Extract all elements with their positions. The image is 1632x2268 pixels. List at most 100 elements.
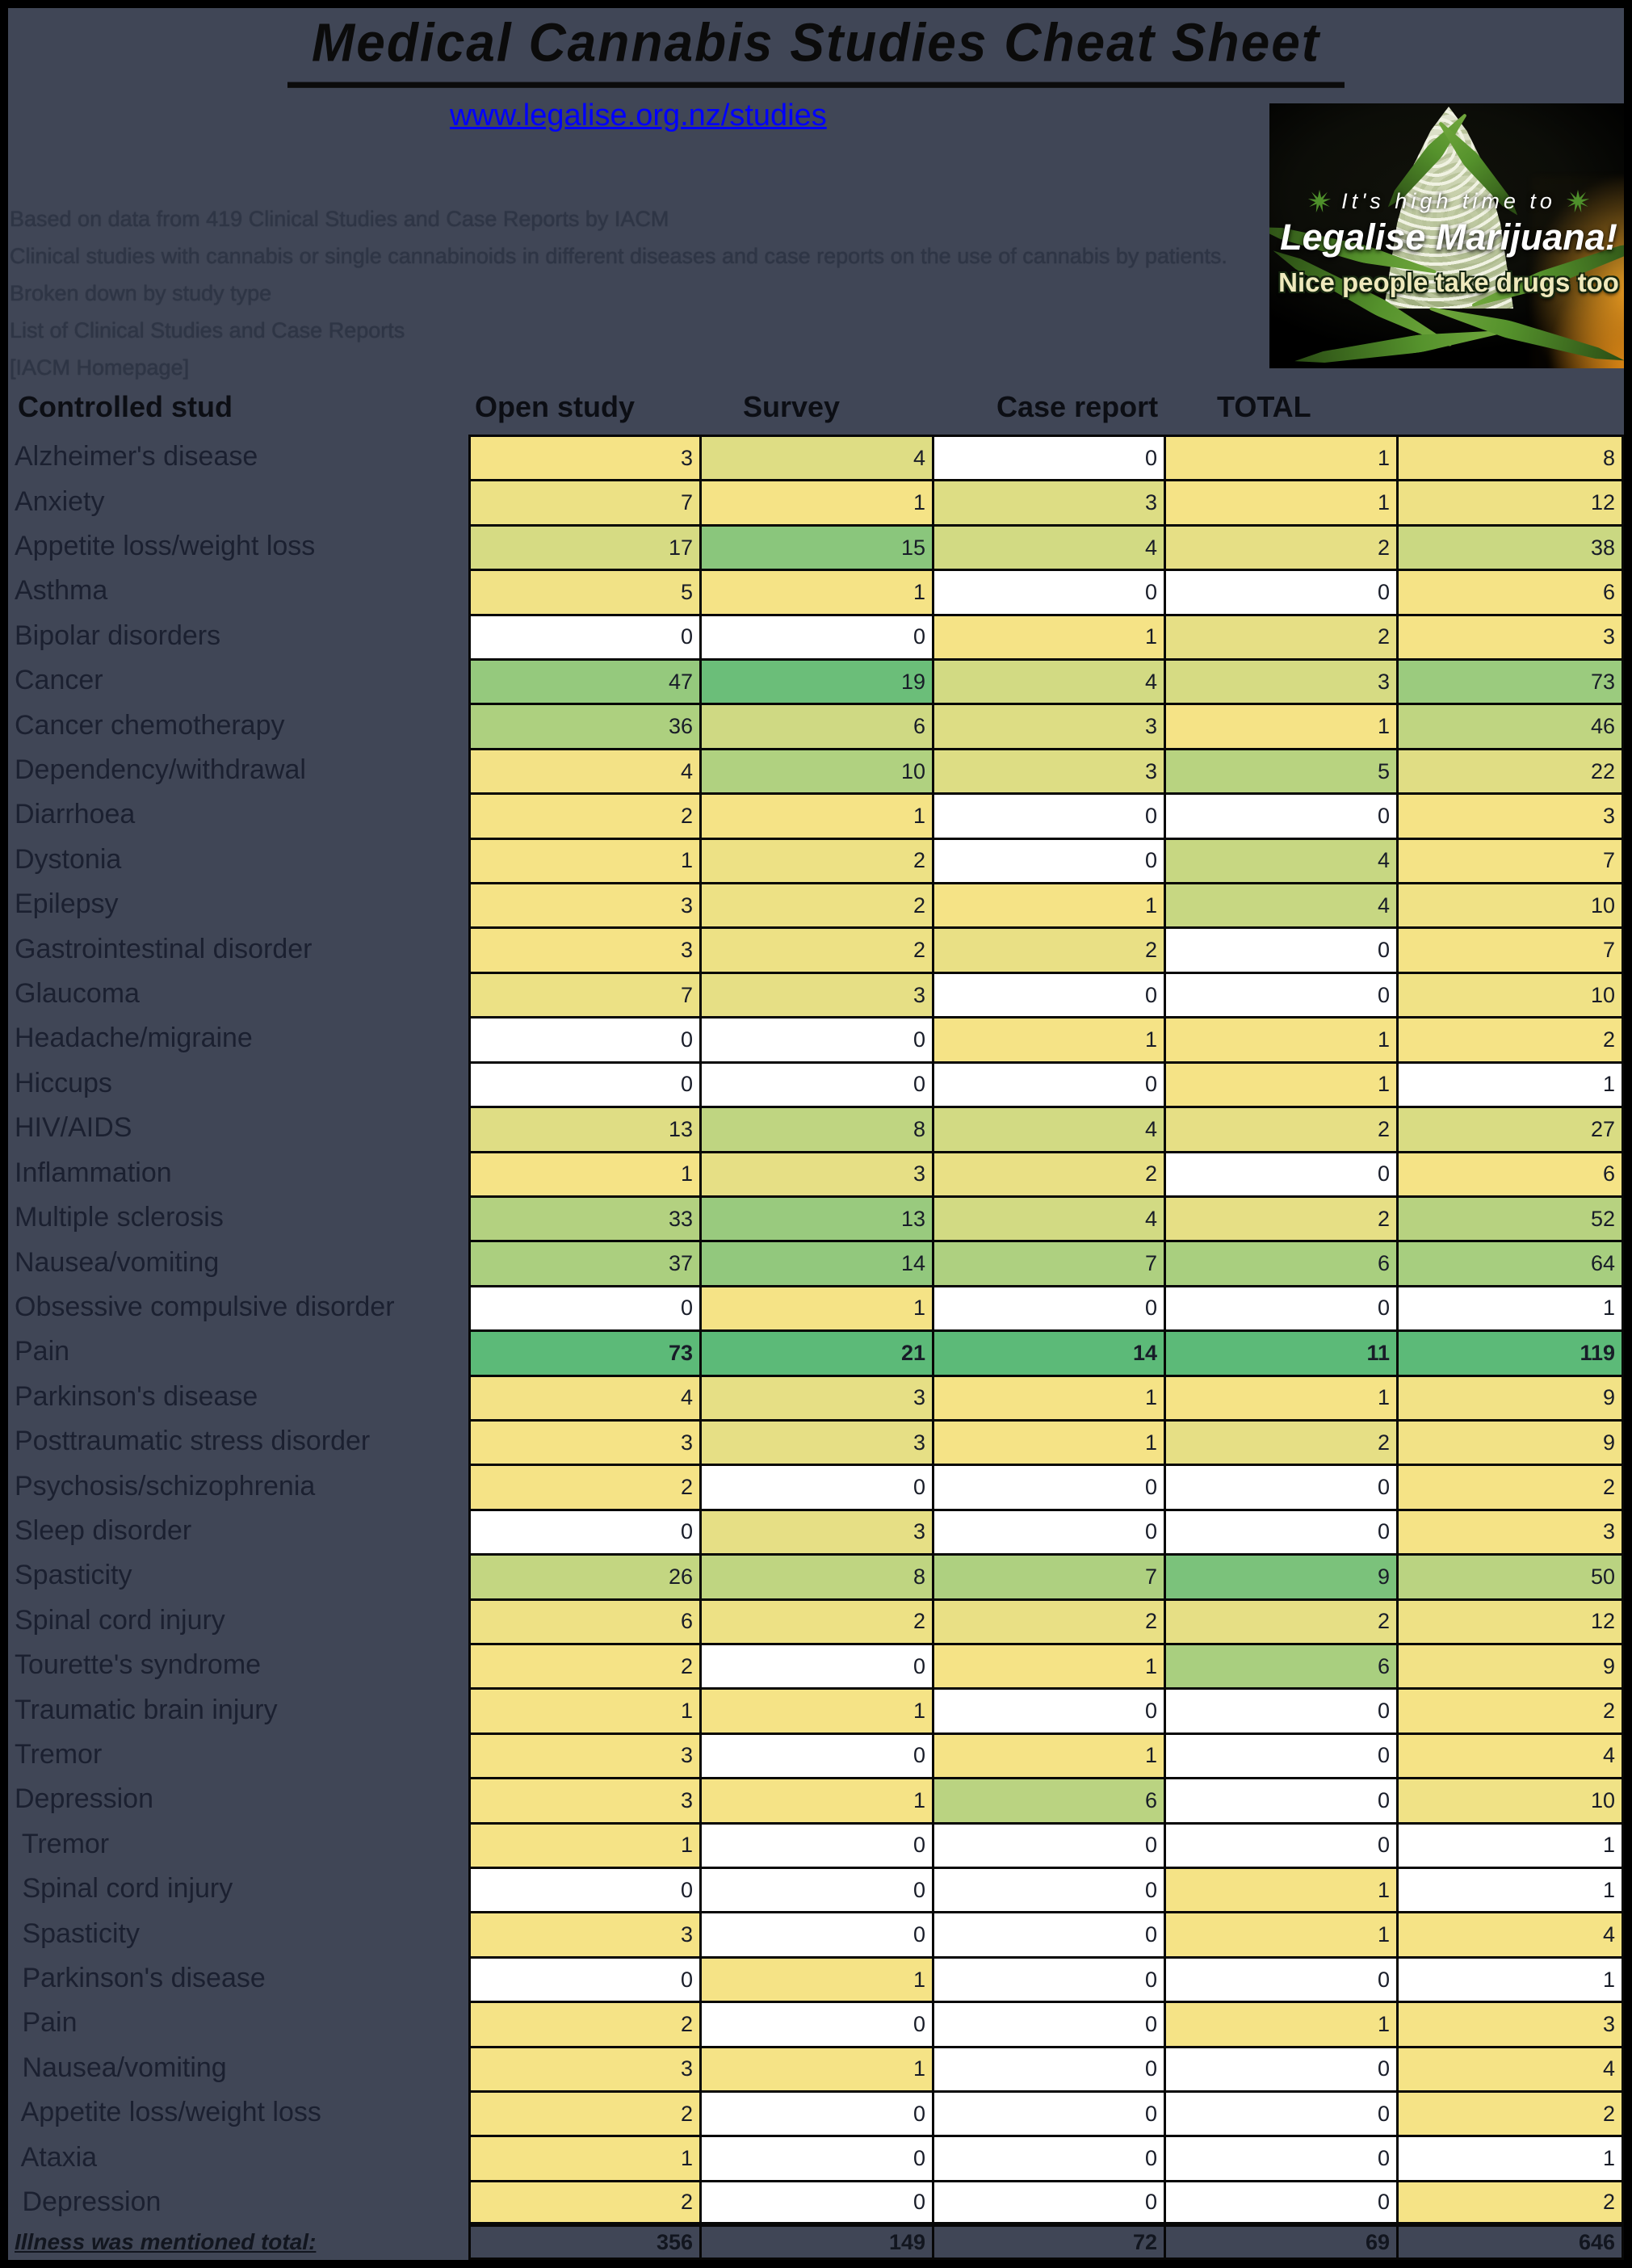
value-cell[interactable]: 3 <box>468 1732 699 1778</box>
value-cell[interactable]: 4 <box>1164 837 1396 883</box>
value-cell[interactable]: 9 <box>1164 1553 1396 1598</box>
value-cell[interactable]: 0 <box>468 1867 699 1912</box>
value-cell[interactable]: 13 <box>699 1195 932 1241</box>
studies-link[interactable]: www.legalise.org.nz/studies <box>449 99 827 132</box>
value-cell[interactable]: 9 <box>1396 1374 1624 1419</box>
value-cell[interactable]: 3 <box>468 1418 699 1464</box>
value-cell[interactable]: 3 <box>1396 1508 1624 1554</box>
value-cell[interactable]: 0 <box>932 1687 1164 1732</box>
value-cell[interactable]: 17 <box>468 523 699 569</box>
value-cell[interactable]: 0 <box>699 2179 932 2225</box>
value-cell[interactable]: 33 <box>468 1195 699 1241</box>
value-cell[interactable]: 0 <box>1164 2179 1396 2225</box>
value-cell[interactable]: 3 <box>468 2045 699 2091</box>
value-cell[interactable]: 6 <box>932 1777 1164 1822</box>
value-cell[interactable]: 2 <box>932 1598 1164 1643</box>
value-cell[interactable]: 12 <box>1396 1598 1624 1643</box>
value-cell[interactable]: 2 <box>1396 1464 1624 1509</box>
value-cell[interactable]: 1 <box>1396 1867 1624 1912</box>
value-cell[interactable]: 0 <box>699 2135 932 2180</box>
value-cell[interactable]: 2 <box>468 792 699 838</box>
value-cell[interactable]: 1 <box>699 479 932 524</box>
value-cell[interactable]: 0 <box>932 2179 1164 2225</box>
value-cell[interactable]: 1 <box>1396 1955 1624 2001</box>
total-cell[interactable]: 646 <box>1396 2224 1624 2260</box>
value-cell[interactable]: 50 <box>1396 1553 1624 1598</box>
value-cell[interactable]: 1 <box>468 837 699 883</box>
value-cell[interactable]: 1 <box>699 569 932 614</box>
value-cell[interactable]: 2 <box>699 1598 932 1643</box>
value-cell[interactable]: 1 <box>468 1687 699 1732</box>
value-cell[interactable]: 0 <box>699 1464 932 1509</box>
total-cell[interactable]: 69 <box>1164 2224 1396 2260</box>
value-cell[interactable]: 1 <box>932 1418 1164 1464</box>
value-cell[interactable]: 1 <box>1396 2135 1624 2180</box>
value-cell[interactable]: 0 <box>932 435 1164 480</box>
value-cell[interactable]: 37 <box>468 1240 699 1285</box>
value-cell[interactable]: 0 <box>1164 1508 1396 1554</box>
value-cell[interactable]: 3 <box>468 882 699 927</box>
value-cell[interactable]: 2 <box>468 2090 699 2136</box>
value-cell[interactable]: 0 <box>1164 926 1396 972</box>
value-cell[interactable]: 1 <box>932 1374 1164 1419</box>
value-cell[interactable]: 1 <box>1164 479 1396 524</box>
value-cell[interactable]: 10 <box>1396 1777 1624 1822</box>
value-cell[interactable]: 1 <box>1396 1060 1624 1107</box>
value-cell[interactable]: 22 <box>1396 747 1624 793</box>
value-cell[interactable]: 2 <box>699 926 932 972</box>
value-cell[interactable]: 3 <box>1164 658 1396 704</box>
value-cell[interactable]: 0 <box>1164 792 1396 838</box>
value-cell[interactable]: 119 <box>1396 1329 1624 1375</box>
value-cell[interactable]: 0 <box>1164 2135 1396 2180</box>
value-cell[interactable]: 1 <box>932 613 1164 659</box>
value-cell[interactable]: 3 <box>468 1777 699 1822</box>
value-cell[interactable]: 4 <box>1396 1732 1624 1778</box>
value-cell[interactable]: 10 <box>1396 971 1624 1017</box>
value-cell[interactable]: 4 <box>932 1195 1164 1241</box>
value-cell[interactable]: 1 <box>699 2045 932 2091</box>
value-cell[interactable]: 19 <box>699 658 932 704</box>
value-cell[interactable]: 73 <box>468 1329 699 1375</box>
value-cell[interactable]: 2 <box>1396 1687 1624 1732</box>
value-cell[interactable]: 2 <box>468 2001 699 2046</box>
value-cell[interactable]: 6 <box>1396 1150 1624 1195</box>
value-cell[interactable]: 2 <box>1164 1598 1396 1643</box>
value-cell[interactable]: 4 <box>468 1374 699 1419</box>
value-cell[interactable]: 1 <box>468 1821 699 1867</box>
value-cell[interactable]: 4 <box>932 658 1164 704</box>
value-cell[interactable]: 0 <box>468 1508 699 1554</box>
value-cell[interactable]: 0 <box>932 1464 1164 1509</box>
value-cell[interactable]: 1 <box>699 1777 932 1822</box>
value-cell[interactable]: 46 <box>1396 703 1624 748</box>
value-cell[interactable]: 2 <box>1164 1195 1396 1241</box>
value-cell[interactable]: 5 <box>468 569 699 614</box>
value-cell[interactable]: 4 <box>1396 1911 1624 1956</box>
value-cell[interactable]: 7 <box>932 1553 1164 1598</box>
value-cell[interactable]: 0 <box>699 2090 932 2136</box>
value-cell[interactable]: 1 <box>1164 435 1396 480</box>
value-cell[interactable]: 2 <box>468 1642 699 1688</box>
value-cell[interactable]: 47 <box>468 658 699 704</box>
value-cell[interactable]: 2 <box>1164 523 1396 569</box>
value-cell[interactable]: 0 <box>1164 1284 1396 1330</box>
value-cell[interactable]: 2 <box>932 1150 1164 1195</box>
total-cell[interactable]: 72 <box>932 2224 1164 2260</box>
value-cell[interactable]: 10 <box>1396 882 1624 927</box>
value-cell[interactable]: 0 <box>932 1821 1164 1867</box>
value-cell[interactable]: 0 <box>699 1867 932 1912</box>
value-cell[interactable]: 0 <box>1164 1687 1396 1732</box>
value-cell[interactable]: 3 <box>1396 613 1624 659</box>
value-cell[interactable]: 1 <box>468 1150 699 1195</box>
value-cell[interactable]: 11 <box>1164 1329 1396 1375</box>
value-cell[interactable]: 1 <box>1164 1060 1396 1107</box>
value-cell[interactable]: 3 <box>1396 792 1624 838</box>
value-cell[interactable]: 1 <box>932 1732 1164 1778</box>
value-cell[interactable]: 1 <box>699 792 932 838</box>
value-cell[interactable]: 1 <box>1164 2001 1396 2046</box>
value-cell[interactable]: 2 <box>1164 1106 1396 1151</box>
value-cell[interactable]: 14 <box>932 1329 1164 1375</box>
value-cell[interactable]: 1 <box>1396 1821 1624 1867</box>
value-cell[interactable]: 3 <box>932 703 1164 748</box>
value-cell[interactable]: 2 <box>932 926 1164 972</box>
value-cell[interactable]: 13 <box>468 1106 699 1151</box>
